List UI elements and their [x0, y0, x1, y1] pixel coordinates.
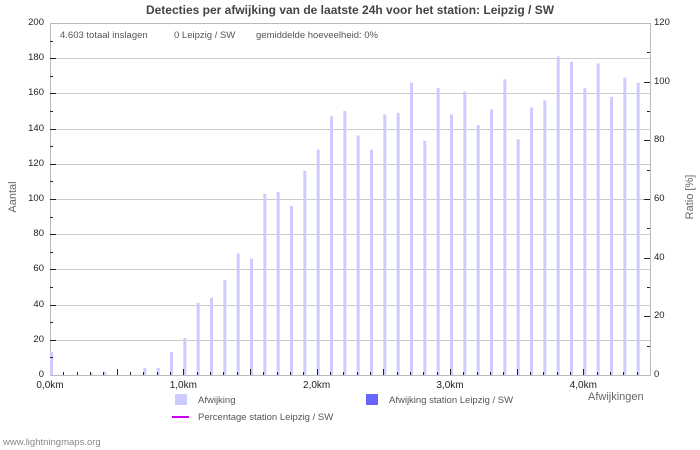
bar [290, 206, 293, 375]
bar [103, 371, 107, 375]
bar [236, 253, 240, 375]
y-tick-label-left: 80 [33, 228, 44, 240]
info-total-strikes: 4.603 totaal inslagen [60, 30, 148, 41]
bar [183, 338, 187, 375]
watermark[interactable]: www.lightningmaps.org [3, 437, 101, 448]
chart-title: Detecties per afwijking van de laatste 2… [145, 3, 555, 17]
y-axis-left-title: Aantal [7, 181, 19, 213]
y-tick-label-right: 80 [654, 134, 665, 146]
bar [370, 149, 373, 375]
info-station-strikes: 0 Leipzig / SW [174, 30, 236, 41]
bar [450, 114, 453, 375]
bar [90, 373, 93, 375]
y-tick-label-left: 200 [28, 17, 44, 28]
bar [410, 82, 413, 376]
legend-label-afwijking: Afwijking [198, 395, 236, 406]
bar [490, 109, 493, 375]
bar [530, 107, 533, 375]
bar [263, 193, 267, 375]
bar [143, 368, 147, 375]
bar [556, 56, 560, 376]
legend-swatch-afwijking [175, 394, 187, 405]
x-tick-label: 2,0km [303, 380, 331, 391]
x-tick-label: 4,0km [569, 380, 597, 391]
bar [583, 88, 587, 375]
bar [596, 63, 600, 375]
y-tick-label-left: 100 [28, 193, 44, 204]
bar [196, 302, 200, 375]
y-tick-label-right: 100 [654, 75, 670, 87]
bar [356, 135, 360, 375]
bar [250, 258, 253, 375]
bar [50, 352, 53, 375]
bar [516, 139, 520, 375]
legend-label-percentage: Percentage station Leipzig / SW [198, 412, 334, 423]
y-tick-label-left: 180 [28, 52, 44, 64]
bar [276, 192, 280, 375]
y-axis-right-title: Ratio [%] [684, 174, 696, 220]
bar [570, 61, 573, 375]
legend-label-station: Afwijking station Leipzig / SW [389, 395, 514, 406]
bar [330, 116, 333, 376]
bar [210, 297, 213, 375]
bar [423, 140, 427, 375]
legend-swatch-station [366, 394, 378, 405]
y-tick-label-left: 60 [33, 263, 44, 275]
x-tick-label: 0,0km [36, 380, 64, 391]
info-average-ratio: gemiddelde hoeveelheid: 0% [256, 30, 379, 41]
y-tick-label-left: 0 [38, 369, 44, 380]
bar [503, 79, 507, 376]
bar [156, 368, 160, 375]
y-tick-label-left: 140 [28, 122, 44, 134]
bar [623, 77, 627, 375]
y-tick-label-right: 0 [654, 369, 660, 380]
bar [463, 91, 467, 375]
y-tick-label-left: 120 [28, 157, 44, 169]
y-tick-label-right: 120 [654, 17, 670, 28]
y-tick-label-right: 20 [654, 310, 665, 322]
bar [303, 170, 307, 375]
x-tick-label: 1,0km [169, 380, 197, 391]
legend-swatch-percentage [172, 416, 189, 418]
y-tick-label-left: 160 [28, 87, 44, 99]
y-tick-label-left: 20 [33, 333, 44, 345]
y-tick-label-right: 60 [654, 193, 665, 204]
y-tick-label-left: 40 [33, 298, 44, 310]
bar [383, 114, 387, 375]
y-tick-label-right: 40 [654, 251, 665, 263]
bar [610, 96, 613, 376]
bar [476, 125, 480, 375]
bar [223, 280, 227, 375]
bar [636, 82, 640, 376]
bar [543, 100, 547, 376]
bar [436, 88, 440, 375]
bar [170, 352, 173, 375]
bar [343, 111, 347, 375]
x-axis-title: Afwijkingen [588, 391, 644, 403]
bar [316, 149, 320, 375]
x-tick-label: 3,0km [436, 380, 464, 391]
bar [396, 112, 400, 376]
